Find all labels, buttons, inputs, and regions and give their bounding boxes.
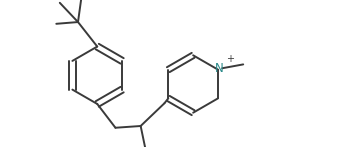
Text: +: + [226, 54, 234, 64]
Text: N: N [215, 62, 224, 75]
